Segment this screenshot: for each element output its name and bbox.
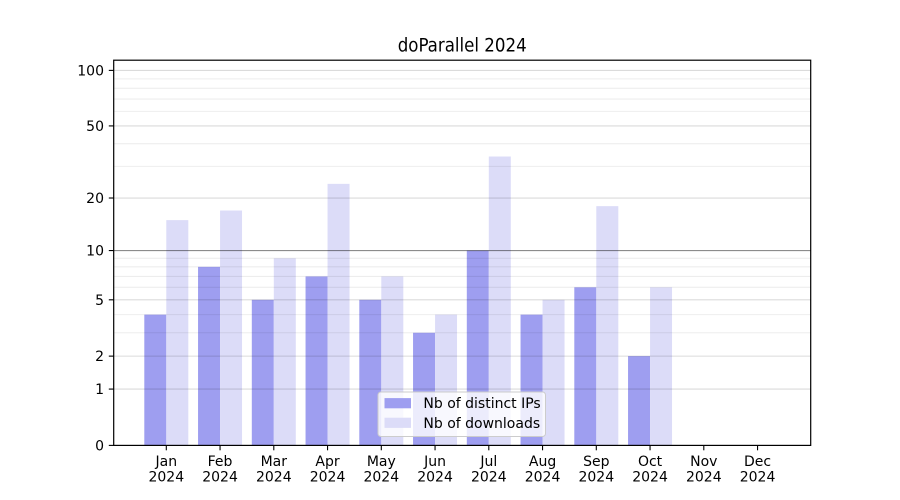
chart-title: doParallel 2024 — [398, 36, 527, 57]
bar-feb-downloads — [220, 210, 243, 446]
bar-apr-downloads — [327, 183, 350, 446]
bar-sep-downloads — [596, 206, 619, 446]
x-tick-label-month: Jun — [423, 454, 446, 470]
legend-box — [377, 391, 546, 437]
x-tick-label-month: Nov — [690, 454, 717, 470]
y-tick-label: 10 — [86, 244, 104, 260]
bar-jan-ips — [144, 314, 167, 446]
legend-label-downloads: Nb of downloads — [423, 416, 540, 432]
x-tick-label-year: 2024 — [525, 469, 561, 485]
bar-oct-downloads — [650, 287, 673, 446]
x-tick-label-year: 2024 — [578, 469, 614, 485]
legend-swatch-downloads — [384, 417, 411, 428]
x-tick-label-month: Feb — [208, 454, 233, 470]
legend-swatch-ips — [384, 398, 411, 409]
plot-border — [113, 59, 812, 447]
legend: Nb of distinct IPs Nb of downloads — [377, 391, 546, 437]
y-tick-label: 0 — [95, 438, 104, 454]
x-tick-label-year: 2024 — [740, 469, 776, 485]
bar-apr-ips — [305, 276, 328, 446]
x-tick-label-month: Jan — [155, 454, 178, 470]
bar-may-ips — [359, 299, 382, 446]
y-tick-label: 1 — [95, 382, 104, 398]
x-tick-label-year: 2024 — [256, 469, 292, 485]
bar-mar-downloads — [273, 258, 296, 446]
x-tick-label-year: 2024 — [310, 469, 346, 485]
bar-sep-ips — [574, 287, 597, 446]
x-tick-label-year: 2024 — [471, 469, 507, 485]
x-tick-label-year: 2024 — [363, 469, 399, 485]
bar-jul-downloads — [488, 156, 511, 446]
x-tick-label-year: 2024 — [417, 469, 453, 485]
x-tick-label-month: Sep — [583, 454, 610, 470]
bar-feb-ips — [198, 266, 221, 446]
x-tick-label-year: 2024 — [632, 469, 668, 485]
y-tick-label: 50 — [86, 119, 104, 135]
x-tick-label-month: Jul — [479, 454, 497, 470]
axes-layer: 0125102050100Jan2024Feb2024Mar2024Apr202… — [77, 59, 812, 485]
x-tick-label-year: 2024 — [202, 469, 238, 485]
x-tick-label-month: Dec — [744, 454, 771, 470]
y-tick-label: 5 — [95, 293, 104, 309]
bar-jan-downloads — [166, 220, 189, 446]
y-tick-label: 100 — [77, 63, 104, 79]
bar-aug-downloads — [542, 299, 565, 446]
x-tick-label-month: May — [367, 454, 396, 470]
legend-label-ips: Nb of distinct IPs — [423, 396, 540, 412]
x-tick-label-year: 2024 — [148, 469, 184, 485]
grid-layer — [113, 69, 811, 390]
x-tick-label-month: Apr — [315, 454, 339, 470]
x-tick-label-month: Oct — [638, 454, 663, 470]
y-tick-label: 20 — [86, 191, 104, 207]
bar-mar-ips — [251, 299, 274, 446]
x-tick-label-month: Mar — [261, 454, 288, 470]
x-tick-label-year: 2024 — [686, 469, 722, 485]
y-tick-label: 2 — [95, 349, 104, 365]
bar-oct-ips — [628, 356, 651, 446]
x-tick-label-month: Aug — [529, 454, 556, 470]
